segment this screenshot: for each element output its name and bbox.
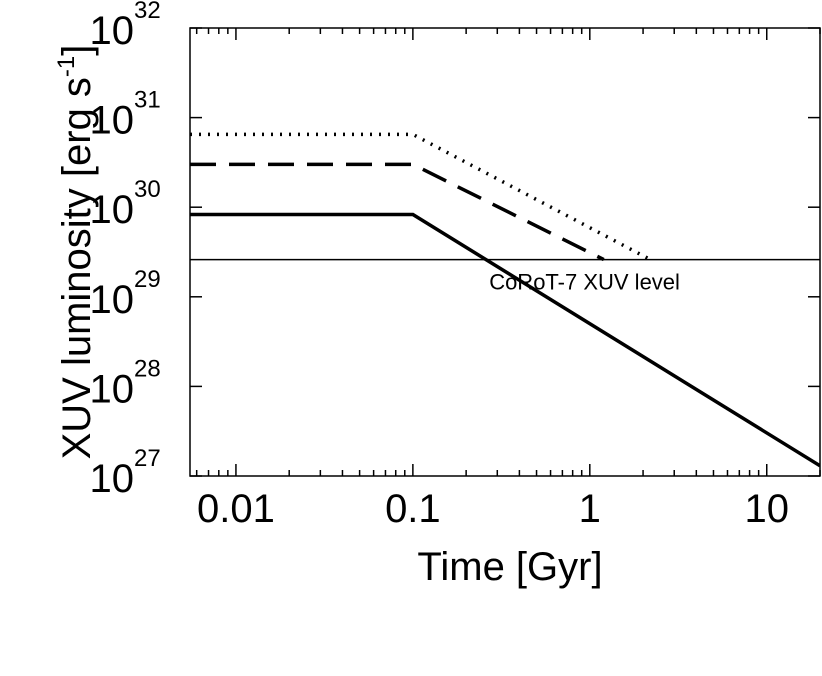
x-axis-ticks: 0.01 0.1 1 10 xyxy=(195,28,821,531)
y-tick-label-base: 10 xyxy=(90,457,135,501)
x-tick-label: 1 xyxy=(579,487,601,531)
y-tick-label-exponent: 31 xyxy=(134,87,161,114)
x-axis-label-text: Time [Gyr] xyxy=(417,545,602,589)
series-line-dashed xyxy=(190,162,605,262)
y-tick-label-base: 10 xyxy=(90,9,135,53)
y-tick-label-exponent: 28 xyxy=(134,355,161,382)
series-line-solid xyxy=(190,212,820,468)
y-tick-label-base: 10 xyxy=(90,278,135,322)
y-axis-label-superscript: -1 xyxy=(53,56,80,77)
series-line-dotted xyxy=(190,132,652,262)
y-axis-label-text: XUV luminosity [erg s xyxy=(55,77,99,459)
x-tick-label: 10 xyxy=(744,487,789,531)
y-tick-label-base: 10 xyxy=(90,99,135,143)
plot-marks xyxy=(190,132,820,468)
y-tick-label-exponent: 27 xyxy=(134,445,161,472)
x-axis-label: Time [Gyr] xyxy=(417,545,602,589)
y-tick-label-base: 10 xyxy=(90,188,135,232)
y-tick-label-exponent: 32 xyxy=(134,0,161,24)
corot7-level-annotation: CoRoT-7 XUV level xyxy=(489,270,680,295)
y-tick-label-exponent: 29 xyxy=(134,266,161,293)
y-tick-label-exponent: 30 xyxy=(134,176,161,203)
x-tick-label: 0.01 xyxy=(197,487,275,531)
plot-frame xyxy=(189,27,821,477)
y-axis-label-close: ] xyxy=(55,45,99,56)
y-axis-label: XUV luminosity [erg s-1] xyxy=(53,45,99,460)
y-tick-label-base: 10 xyxy=(90,367,135,411)
x-tick-label: 0.1 xyxy=(385,487,441,531)
